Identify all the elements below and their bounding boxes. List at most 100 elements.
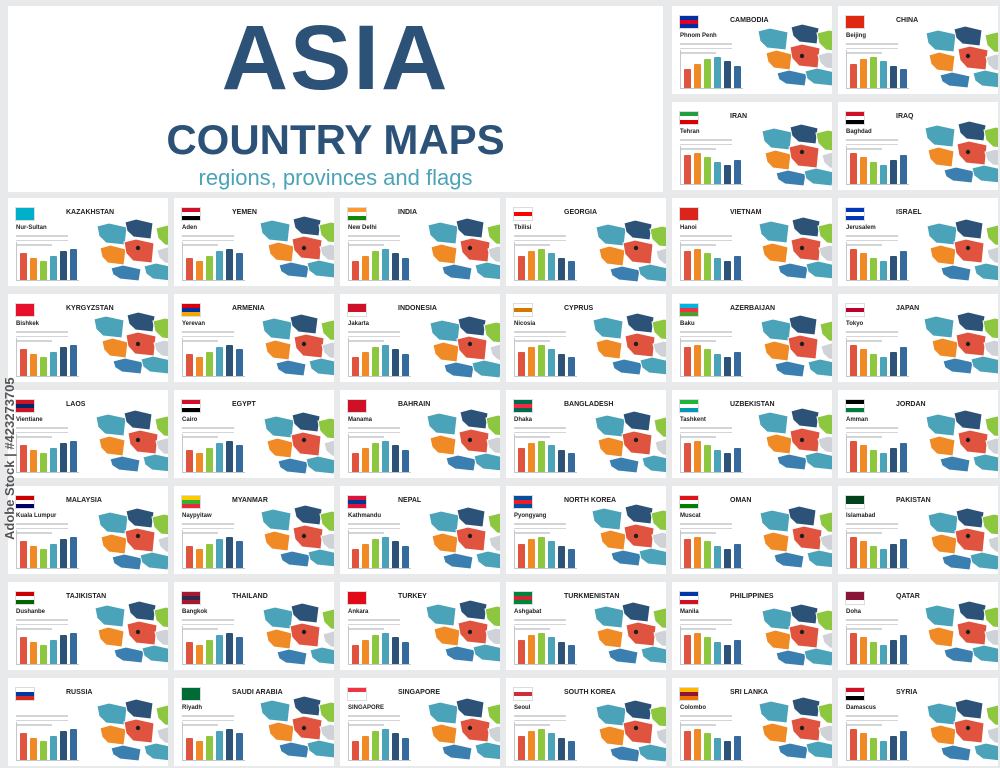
map-region	[139, 551, 168, 571]
flag-icon	[845, 207, 865, 221]
map-region	[110, 264, 142, 282]
map-region	[820, 342, 832, 360]
map-region	[309, 646, 334, 666]
capital-pin-icon	[965, 629, 971, 635]
country-name: CHINA	[896, 17, 919, 24]
chart-bar	[20, 637, 27, 664]
chart-bar	[40, 357, 47, 376]
chart-bar	[372, 443, 379, 472]
chart-bar	[372, 347, 379, 376]
chart-bar	[206, 448, 213, 472]
chart-bar	[900, 347, 907, 376]
country-name: OMAN	[730, 497, 752, 504]
map-region	[982, 317, 998, 340]
flag-icon	[15, 591, 35, 605]
map-region	[943, 166, 975, 184]
chart-bar	[70, 633, 77, 664]
chart-bar	[558, 354, 565, 376]
map-region	[152, 317, 168, 340]
chart-bar	[714, 57, 721, 88]
chart-bar	[850, 441, 857, 472]
map-region	[592, 316, 624, 340]
placeholder-text-lines	[182, 331, 234, 349]
map-region	[487, 725, 500, 744]
chart-bar	[60, 443, 67, 472]
country-card-china: CHINA Beijing	[838, 6, 998, 94]
chart-bar	[382, 537, 389, 568]
country-name: NORTH KOREA	[564, 497, 617, 504]
mini-bar-chart	[846, 722, 909, 761]
map-region	[928, 51, 956, 73]
country-map	[260, 504, 334, 568]
placeholder-text-lines	[348, 619, 400, 637]
flag-icon	[513, 591, 533, 605]
country-name: PHILIPPINES	[730, 593, 774, 600]
map-region	[321, 341, 334, 360]
chart-bar	[196, 261, 203, 280]
map-region	[625, 312, 655, 334]
placeholder-text-lines	[348, 523, 400, 541]
map-region	[95, 413, 127, 437]
map-region	[984, 415, 998, 437]
map-region	[455, 697, 485, 719]
country-card-egypt: EGYPT Cairo	[174, 390, 334, 478]
chart-bar	[40, 741, 47, 760]
map-region	[763, 340, 791, 362]
map-region	[140, 355, 168, 375]
map-region	[124, 698, 154, 720]
map-region	[972, 453, 998, 473]
map-region	[776, 453, 808, 471]
chart-bar	[352, 549, 359, 568]
map-region	[259, 219, 291, 243]
capital-label: Tashkent	[680, 417, 706, 423]
country-name: KYRGYZSTAN	[66, 305, 114, 312]
country-card-russia: RUSSIA	[8, 678, 168, 766]
map-region	[595, 223, 627, 247]
capital-label: Yerevan	[182, 321, 206, 327]
country-map	[259, 215, 334, 279]
flag-icon	[347, 399, 367, 413]
chart-bar	[890, 256, 897, 280]
country-map	[262, 602, 334, 666]
chart-bar	[372, 731, 379, 760]
country-map	[925, 409, 998, 473]
country-map	[261, 313, 334, 377]
capital-label: Kathmandu	[348, 513, 381, 519]
chart-bar	[724, 165, 731, 184]
chart-bar	[528, 635, 535, 664]
chart-bar	[734, 160, 741, 184]
chart-bar	[548, 541, 555, 568]
hero-panel: ASIA COUNTRY MAPS regions, provinces and…	[8, 6, 663, 192]
map-region	[821, 151, 832, 169]
map-region	[611, 358, 643, 376]
map-region	[757, 411, 789, 435]
mini-bar-chart	[182, 530, 245, 569]
map-region	[787, 334, 819, 360]
map-region	[818, 511, 832, 533]
chart-bar	[548, 637, 555, 664]
chart-bar	[226, 537, 233, 568]
capital-label: Vientiane	[16, 417, 43, 423]
chart-bar	[206, 544, 213, 568]
capital-label: Jerusalem	[846, 225, 876, 231]
capital-pin-icon	[799, 341, 805, 347]
chart-bar	[226, 345, 233, 376]
country-map	[926, 698, 998, 762]
chart-bar	[20, 349, 27, 376]
chart-bar	[558, 642, 565, 664]
country-map	[96, 698, 168, 762]
country-card-cyprus: CYPRUS Nicosia	[506, 294, 666, 382]
map-region	[761, 607, 793, 631]
country-map	[923, 311, 998, 375]
map-region	[984, 628, 998, 647]
chart-bar	[694, 633, 701, 664]
map-region	[970, 355, 998, 375]
map-region	[319, 243, 334, 262]
map-region	[956, 311, 986, 333]
chart-bar	[372, 539, 379, 568]
chart-bar	[568, 453, 575, 472]
map-region	[292, 524, 324, 550]
map-region	[97, 626, 125, 648]
country-name: AZERBAIJAN	[730, 305, 776, 312]
chart-bar	[392, 445, 399, 472]
